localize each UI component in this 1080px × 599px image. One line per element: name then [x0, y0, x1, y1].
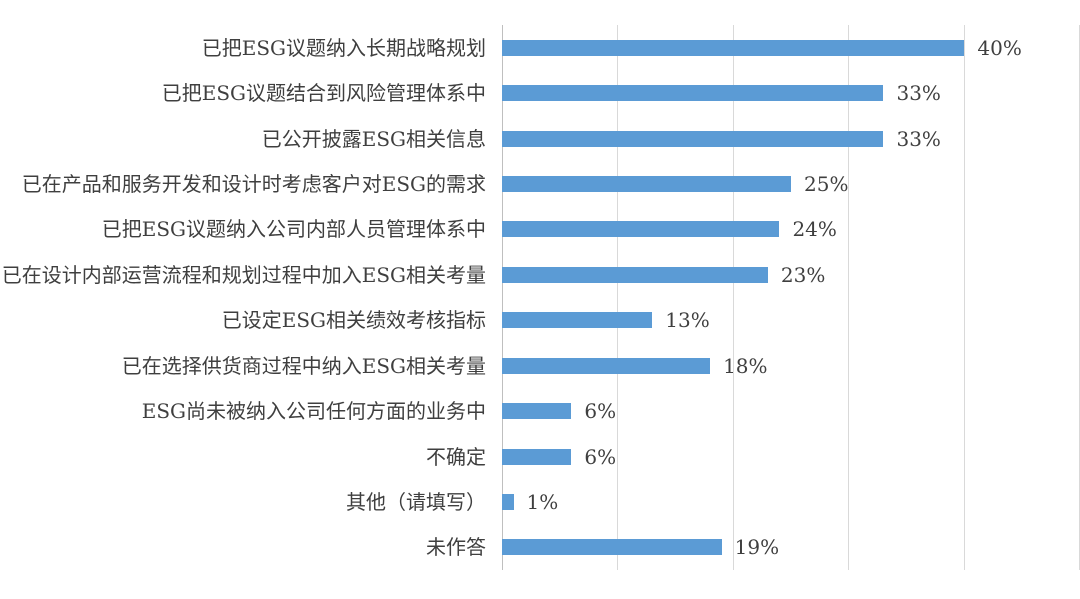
- gridline: [963, 25, 965, 570]
- category-label: 已把ESG议题纳入公司内部人员管理体系中: [101, 217, 486, 242]
- bar: [502, 539, 722, 556]
- chart-row: 已在选择供货商过程中纳入ESG相关考量 18%: [0, 343, 1080, 388]
- gridline: [848, 25, 850, 570]
- value-label: 13%: [665, 308, 710, 333]
- bar-track: 1%: [502, 479, 1080, 524]
- bar: [502, 266, 768, 283]
- value-label: 24%: [792, 217, 837, 242]
- category-label: 已设定ESG相关绩效考核指标: [221, 308, 486, 333]
- bar-track: 6%: [502, 434, 1080, 479]
- value-label: 40%: [977, 35, 1022, 60]
- bar-track: 25%: [502, 161, 1080, 206]
- bar-track: 18%: [502, 343, 1080, 388]
- value-label: 18%: [723, 353, 768, 378]
- bar: [502, 403, 572, 420]
- bar-track: 24%: [502, 207, 1080, 252]
- value-label: 33%: [896, 81, 941, 106]
- bar-track: 13%: [502, 298, 1080, 343]
- category-label: 已把ESG议题纳入长期战略规划: [201, 35, 486, 60]
- bar: [502, 357, 711, 374]
- category-label: 已在设计内部运营流程和规划过程中加入ESG相关考量: [1, 262, 486, 287]
- bar: [502, 493, 514, 510]
- category-label: 已在产品和服务开发和设计时考虑客户对ESG的需求: [21, 171, 486, 196]
- chart-row: 已把ESG议题结合到风险管理体系中 33%: [0, 70, 1080, 115]
- category-label: 已公开披露ESG相关信息: [261, 126, 486, 151]
- bar: [502, 130, 884, 147]
- category-label: 其他（请填写）: [346, 489, 486, 514]
- chart-rows: 已把ESG议题纳入长期战略规划 40% 已把ESG议题结合到风险管理体系中 33…: [0, 25, 1080, 570]
- category-label: 已在选择供货商过程中纳入ESG相关考量: [121, 353, 486, 378]
- bar: [502, 312, 653, 329]
- bar-track: 33%: [502, 116, 1080, 161]
- chart-row: 已把ESG议题纳入公司内部人员管理体系中 24%: [0, 207, 1080, 252]
- value-label: 33%: [896, 126, 941, 151]
- bar-track: 6%: [502, 388, 1080, 433]
- chart-row: 其他（请填写） 1%: [0, 479, 1080, 524]
- bar: [502, 448, 572, 465]
- category-label: 不确定: [426, 444, 486, 469]
- chart-row: 已公开披露ESG相关信息 33%: [0, 116, 1080, 161]
- bar-track: 19%: [502, 525, 1080, 570]
- chart-row: 已在产品和服务开发和设计时考虑客户对ESG的需求 25%: [0, 161, 1080, 206]
- y-axis-line: [502, 25, 503, 570]
- value-label: 6%: [584, 444, 617, 469]
- chart-row: 已在设计内部运营流程和规划过程中加入ESG相关考量 23%: [0, 252, 1080, 297]
- value-label: 25%: [804, 171, 849, 196]
- bar-track: 23%: [502, 252, 1080, 297]
- bar: [502, 85, 884, 102]
- category-label: 已把ESG议题结合到风险管理体系中: [161, 81, 486, 106]
- bar-track: 40%: [502, 25, 1080, 70]
- value-label: 23%: [780, 262, 826, 287]
- chart-row: 不确定 6%: [0, 434, 1080, 479]
- bar-track: 33%: [502, 70, 1080, 115]
- bar: [502, 175, 791, 192]
- chart-row: 未作答 19%: [0, 525, 1080, 570]
- chart-row: 已设定ESG相关绩效考核指标 13%: [0, 298, 1080, 343]
- gridline: [732, 25, 734, 570]
- chart-row: ESG尚未被纳入公司任何方面的业务中 6%: [0, 388, 1080, 433]
- chart-row: 已把ESG议题纳入长期战略规划 40%: [0, 25, 1080, 70]
- category-label: 未作答: [426, 535, 486, 560]
- gridline: [617, 25, 619, 570]
- value-label: 19%: [734, 535, 780, 560]
- value-label: 1%: [526, 489, 559, 514]
- value-label: 6%: [584, 399, 617, 424]
- category-label: ESG尚未被纳入公司任何方面的业务中: [141, 399, 486, 424]
- bar: [502, 39, 965, 56]
- bar: [502, 221, 780, 238]
